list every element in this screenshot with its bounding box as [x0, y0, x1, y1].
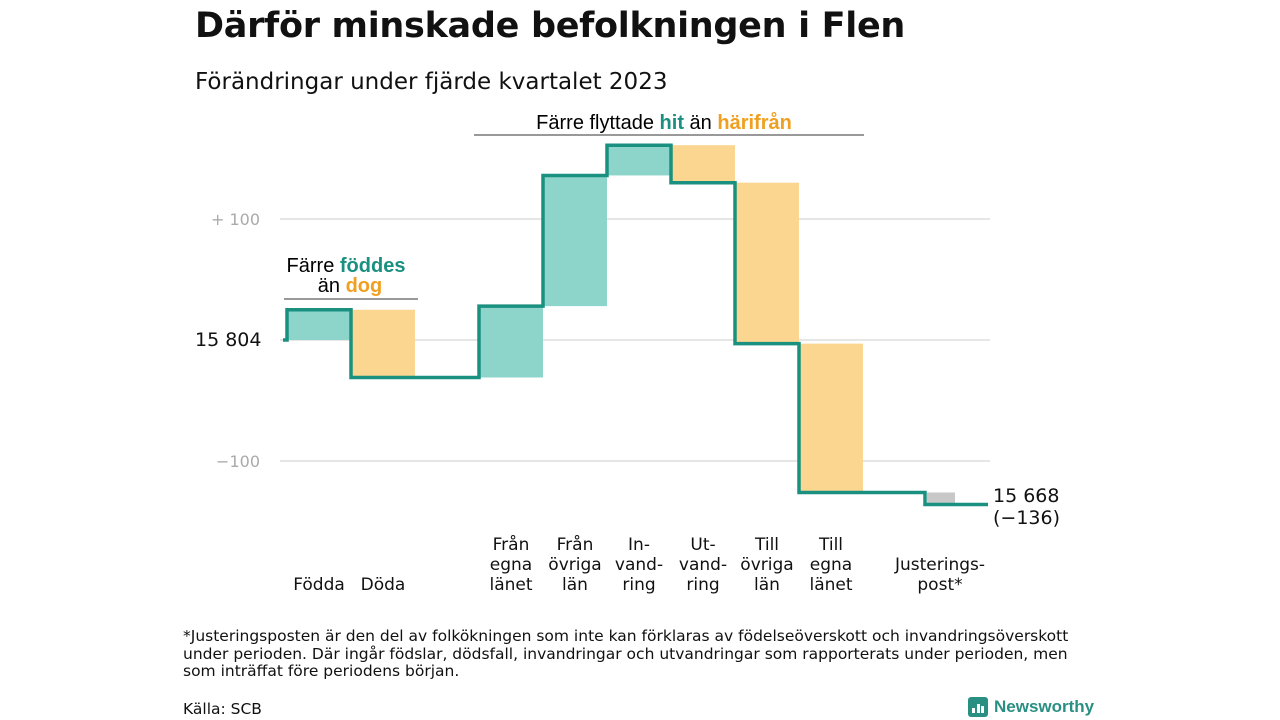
y-tick-label: −100 [216, 452, 260, 471]
bar-födda [287, 309, 351, 340]
category-label: Justerings- [894, 555, 985, 575]
births-annotation: Färre föddes [287, 255, 406, 277]
end-change-label: (−136) [993, 507, 1060, 529]
bar-frånövrigalän [543, 175, 607, 307]
category-label: Till [818, 535, 843, 555]
bar-invandring [607, 145, 671, 176]
migration-annotation: Färre flyttade hit än härifrån [536, 111, 792, 134]
brand-logo: Newsworthy [968, 697, 1094, 717]
category-label: egna [490, 555, 532, 575]
end-value-label: 15 668 [993, 485, 1059, 507]
y-tick-label: + 100 [211, 210, 260, 229]
category-label: ring [622, 575, 655, 595]
waterfall-chart: + 100−100 Födda DödaFrånegnalänetFrånövri… [195, 111, 1060, 595]
bars [287, 145, 955, 505]
chart-subtitle: Förändringar under fjärde kvartalet 2023 [195, 69, 668, 95]
category-label: egna [810, 555, 852, 575]
brand-name: Newsworthy [994, 697, 1095, 716]
category-label: Från [493, 534, 530, 555]
source: Källa: SCB [183, 700, 262, 718]
category-label: Ut- [690, 535, 715, 555]
start-value-label: 15 804 [195, 329, 261, 351]
cumulative-step-line [283, 143, 988, 507]
deaths-highlight: dog [346, 275, 383, 297]
bar-justeringspost [927, 492, 955, 505]
bar-tillövrigalän [735, 182, 799, 344]
category-label: länet [489, 575, 532, 595]
deaths-annotation: än dog [318, 275, 382, 297]
category-label: ring [686, 575, 719, 595]
step-line [283, 143, 988, 507]
category-label: län [562, 575, 588, 595]
bar-utvandring [671, 145, 735, 183]
migration-out-highlight: härifrån [717, 111, 791, 134]
category-labels: Födda DödaFrånegnalänetFrånövrigalänIn-va… [293, 534, 985, 595]
category-label: Födda [293, 575, 345, 595]
category-label: vand- [679, 555, 727, 575]
chart-title: Därför minskade befolkningen i Flen [195, 6, 906, 46]
category-label: Från [557, 534, 594, 555]
births-highlight: föddes [340, 255, 406, 277]
migration-in-highlight: hit [660, 112, 685, 134]
category-label: In- [628, 535, 650, 555]
bar-frånegnalänet [479, 306, 543, 378]
y-tick-labels: + 100 −100 [211, 210, 260, 471]
category-label: övriga [548, 555, 601, 575]
bar-tillegnalänet [799, 343, 863, 493]
category-label: Till [754, 535, 779, 555]
category-label: övriga [740, 555, 793, 575]
category-label: länet [809, 575, 852, 595]
bar-döda [351, 309, 415, 378]
newsworthy-logo-icon [968, 697, 988, 717]
category-label: vand- [615, 555, 663, 575]
category-label: län [754, 575, 780, 595]
end-labels: 15 804 15 668(−136) [195, 329, 1060, 529]
footnote: *Justeringsposten är den del av folkökni… [183, 627, 1069, 680]
category-label: post* [917, 575, 962, 595]
category-label: Döda [361, 575, 406, 595]
